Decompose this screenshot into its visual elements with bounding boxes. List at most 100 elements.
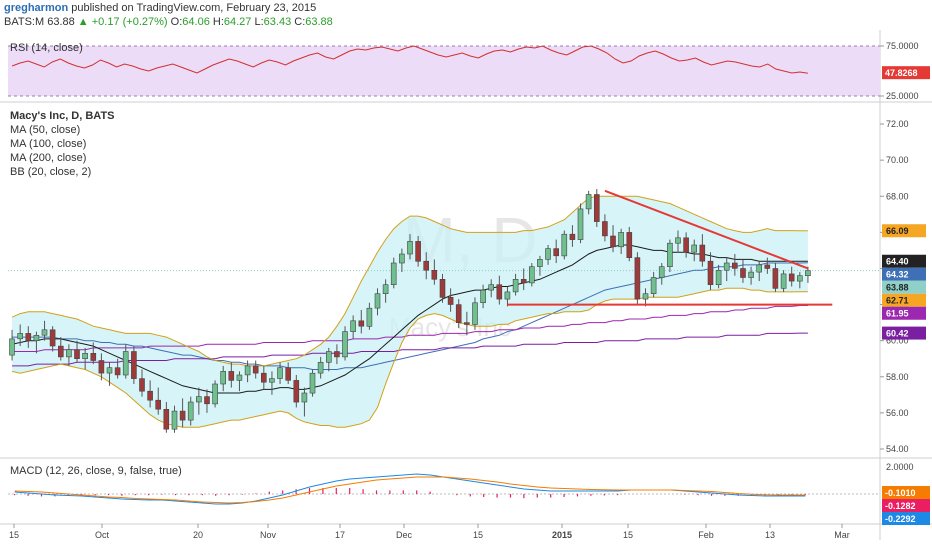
candle [455,304,462,324]
publisher-username[interactable]: gregharmon [4,2,69,14]
candle [740,268,746,278]
candle [139,378,145,392]
price-badge-label: 60.42 [886,329,909,339]
candle [187,401,194,421]
candle [98,360,105,374]
price-pane[interactable] [8,189,880,433]
series-ma-100-close [12,305,808,352]
macd-tick-label: 2.0000 [886,462,914,472]
rsi-legend[interactable]: RSI (14, close) [10,42,83,54]
candle [439,278,446,298]
candle [122,351,129,376]
main-legend-bb[interactable]: BB (20, close, 2) [10,166,92,178]
candle [610,235,616,248]
close-value: 63.88 [305,16,333,28]
candle [260,372,267,383]
price-badge [882,306,926,320]
open-value: 64.06 [182,16,210,28]
candle [334,351,340,358]
candle [285,367,292,381]
candle [374,293,381,309]
price-badge-label: 62.71 [886,296,909,306]
close-label: C: [294,16,306,28]
candle [691,244,698,253]
rsi-pane[interactable] [8,45,880,97]
candle [772,268,779,289]
candle [699,244,706,262]
candle [301,392,308,403]
macd-badge-label: -0.2292 [885,514,916,524]
candle [658,266,665,278]
candle [49,329,56,347]
candle [472,302,478,325]
macd-legend[interactable]: MACD (12, 26, close, 9, false, true) [10,465,182,477]
candle [252,365,259,374]
main-legend-ma100[interactable]: MA (100, close) [10,138,87,150]
price-badge [882,280,926,294]
series-bb-20-close-2 [11,244,808,394]
price-tick-label: 70.00 [886,155,909,165]
low-label: L: [254,16,264,28]
candle [390,262,397,286]
candle [748,271,754,278]
candle [17,333,24,340]
candle [537,259,543,267]
candle [626,232,633,258]
macd-pane[interactable] [8,473,880,505]
series-bb-lower [11,287,808,428]
candle [155,399,161,410]
high-value: 64.27 [223,16,252,28]
time-tick-label: 17 [335,530,345,540]
candle [163,408,170,430]
candle [57,345,64,358]
candle [577,208,584,240]
candle [553,248,560,257]
low-value: 63.43 [263,16,292,28]
candle [228,371,235,381]
main-legend-ma200[interactable]: MA (200, close) [10,152,87,164]
time-tick-label: Oct [95,530,110,540]
candle [325,351,332,363]
price-tick-label: 72.00 [886,119,909,129]
candle [431,269,438,280]
time-tick-label: Mar [834,530,850,540]
candle [33,334,40,341]
open-label: O: [170,16,183,28]
candle [269,378,275,383]
candle [585,194,592,210]
time-tick-label: Dec [396,530,413,540]
candle [731,262,738,269]
price-badge [882,224,926,238]
candle [293,380,300,403]
rsi-tick-label: 75.0000 [886,41,919,51]
candle [196,396,202,403]
candle [756,264,763,273]
time-tick-label: 20 [193,530,203,540]
time-tick-label: Feb [698,530,714,540]
candle [277,367,283,379]
price-badge [882,293,926,307]
candle [74,349,80,360]
candle [463,322,470,325]
main-legend-ma50[interactable]: MA (50, close) [10,124,81,136]
price-tick-label: 60.00 [886,336,909,346]
time-tick-label: 15 [473,530,483,540]
candle [545,248,551,260]
macd-badge-label: -0.1282 [885,501,916,511]
price-badge [882,326,926,340]
series-ma-50-close [12,262,808,370]
candle [366,307,373,327]
last-price: 63.88 [47,16,75,28]
rsi-value-label: 47.8268 [885,68,918,78]
candle [618,232,624,248]
price-badge [882,267,926,281]
candle [504,291,511,300]
macd-badge [882,486,930,499]
candle [236,374,243,381]
published-text: published on TradingView.com, February 2… [71,2,317,14]
main-legend-symbol[interactable]: Macy's Inc, D, BATS [10,110,115,122]
candle [528,266,535,284]
candle [66,349,72,358]
price-tick-label: 56.00 [886,408,909,418]
